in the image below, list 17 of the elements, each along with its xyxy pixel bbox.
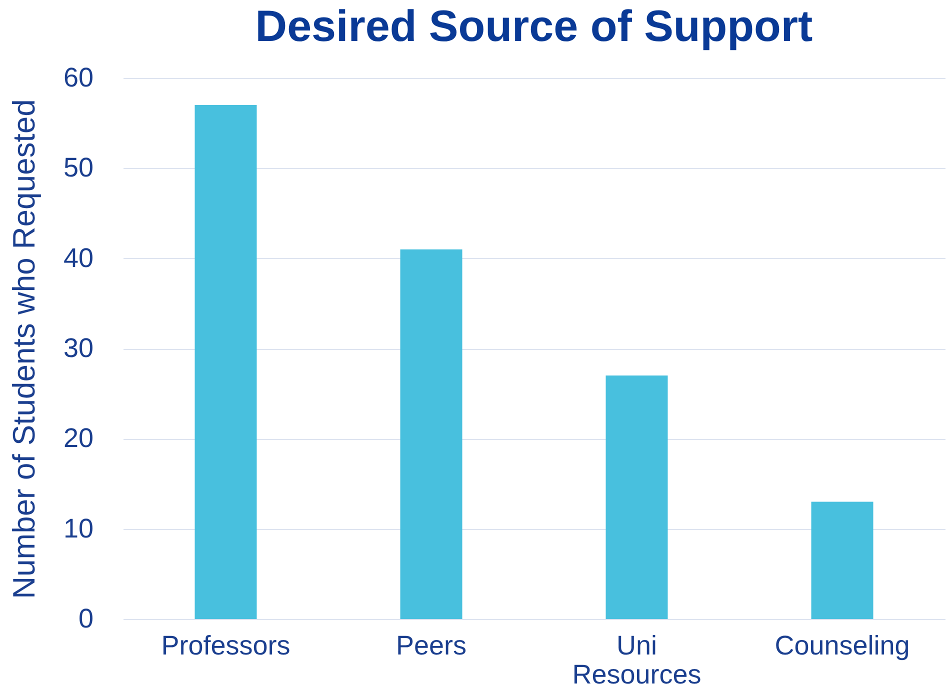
chart-title: Desired Source of Support (255, 2, 814, 51)
bar (811, 502, 874, 619)
y-tick-label: 60 (63, 62, 94, 92)
y-tick-label: 0 (78, 604, 94, 634)
x-tick-label: Peers (396, 630, 467, 660)
bar (194, 105, 257, 619)
y-tick-label: 40 (63, 242, 94, 273)
y-tick-label: 10 (63, 513, 94, 544)
bar (400, 249, 462, 619)
bar (606, 376, 668, 619)
x-tick-label: Counseling (774, 630, 910, 660)
y-tick-label: 50 (63, 152, 94, 183)
x-tick-label: Uni Resources (572, 630, 702, 690)
y-axis-title: Number of Students who Requested (6, 99, 42, 599)
y-tick-label: 30 (63, 333, 94, 363)
x-tick-label: Professors (161, 630, 290, 660)
y-tick-label: 20 (63, 423, 94, 454)
